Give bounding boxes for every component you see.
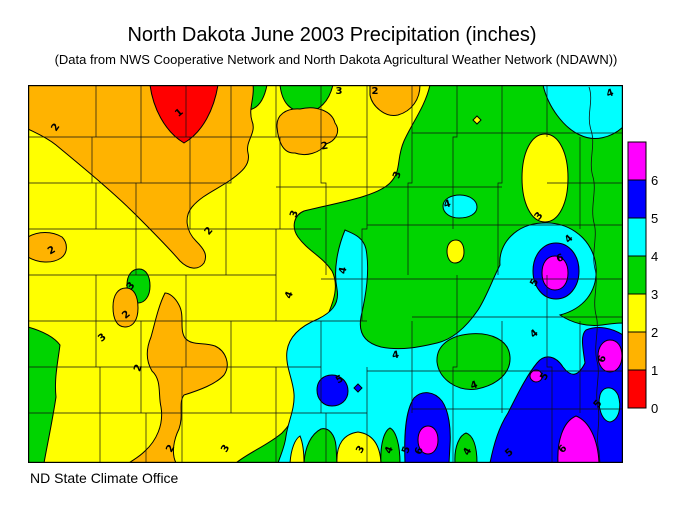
contour-label: 4 <box>383 445 396 455</box>
contour-label: 4 <box>605 87 615 100</box>
contour-label: 4 <box>391 350 400 362</box>
region-orange-small-blob <box>112 287 139 328</box>
contour-label: 6 <box>596 354 609 364</box>
red-river-state-line <box>588 86 601 463</box>
region-blue-circle-south <box>316 374 349 407</box>
contour-label: 2 <box>320 141 329 153</box>
region-blue-tiny-diamond <box>353 383 363 393</box>
contour-label: 5 <box>538 371 551 383</box>
legend-swatch-4-5 <box>627 217 647 257</box>
region-green-bottom-strip-3 <box>454 432 478 463</box>
contour-label: 4 <box>461 446 474 458</box>
map-border <box>28 85 623 463</box>
contour-label: 5 <box>400 445 413 455</box>
region-yellow-bottom-wedge <box>289 435 305 463</box>
region-orange-west-edge-blob <box>28 232 67 263</box>
legend-tick: 5 <box>651 211 658 226</box>
contour-label: 2 <box>372 86 379 97</box>
contour-label: 4 <box>443 198 453 210</box>
contour-label: 3 <box>354 444 367 456</box>
region-red-blob <box>149 85 219 144</box>
page-title: North Dakota June 2003 Precipitation (in… <box>127 24 537 46</box>
region-yellow-small-blob <box>446 239 465 264</box>
region-cyan-small-blob <box>442 194 478 219</box>
region-green-west-strip <box>28 326 61 463</box>
county-boundaries <box>28 85 623 463</box>
legend-tick: 3 <box>651 287 658 302</box>
contour-label: 2 <box>46 244 58 257</box>
color-scale-legend: 6 5 4 3 2 1 0 <box>626 138 686 420</box>
legend-tick: 1 <box>651 363 658 378</box>
region-magenta-bottom-core <box>417 425 439 455</box>
region-magenta-bullseye-core <box>541 255 569 291</box>
region-magenta-southeast-blob <box>557 415 600 463</box>
region-cyan-northeast-corner <box>542 85 623 139</box>
contour-label: 3 <box>336 86 343 97</box>
legend-tick: 2 <box>651 325 658 340</box>
region-green-bottom-strip-2 <box>380 427 401 463</box>
page-subtitle: (Data from NWS Cooperative Network and N… <box>54 52 618 67</box>
legend-swatch-6plus <box>627 141 647 181</box>
legend-swatch-2-3 <box>627 293 647 333</box>
contour-label: 2 <box>132 363 145 373</box>
region-green-patch-central <box>436 333 511 390</box>
contour-label: 2 <box>164 443 177 455</box>
region-orange-central-band <box>128 292 228 463</box>
map-canvas: 1 2 2 2 2 2 2 2 2 3 3 3 3 3 3 3 3 4 4 4 <box>28 85 623 463</box>
precipitation-contour-map: 1 2 2 2 2 2 2 2 2 3 3 3 3 3 3 3 3 4 4 4 <box>28 85 623 463</box>
region-yellow-bottom-blob <box>336 431 382 463</box>
contour-label: 5 <box>528 277 541 289</box>
contour-label: 5 <box>334 373 346 386</box>
legend-bar-border <box>627 141 647 409</box>
contour-label: 6 <box>555 252 565 265</box>
contour-label: 3 <box>288 209 301 219</box>
region-orange-blob-top <box>369 85 421 116</box>
legend-tick: 4 <box>651 249 658 264</box>
contour-label: 6 <box>413 446 426 456</box>
region-green-bottom-strip-1 <box>303 428 338 463</box>
legend-tick: 6 <box>651 173 658 188</box>
region-cyan-teardrop <box>598 387 621 423</box>
region-yellow-tiny-diamond <box>472 115 482 125</box>
legend-swatch-1-2 <box>627 331 647 371</box>
credit-line: ND State Climate Office <box>30 470 179 486</box>
region-yellow-oval-northeast <box>521 133 569 223</box>
legend-tick: 0 <box>651 401 658 416</box>
contour-label: 3 <box>219 443 232 455</box>
region-magenta-east-edge <box>597 339 623 373</box>
legend-swatch-5-6 <box>627 179 647 219</box>
legend-swatch-3-4 <box>627 255 647 295</box>
region-orange-blob-a <box>276 107 339 156</box>
legend-swatch-0-1 <box>627 369 647 409</box>
legend-canvas: 6 5 4 3 2 1 0 <box>627 141 658 416</box>
contour-label: 4 <box>338 266 350 275</box>
contour-label: 4 <box>469 379 479 392</box>
contour-label: 4 <box>283 290 296 300</box>
region-magenta-tiny <box>529 369 543 383</box>
contour-label: 3 <box>391 170 404 180</box>
